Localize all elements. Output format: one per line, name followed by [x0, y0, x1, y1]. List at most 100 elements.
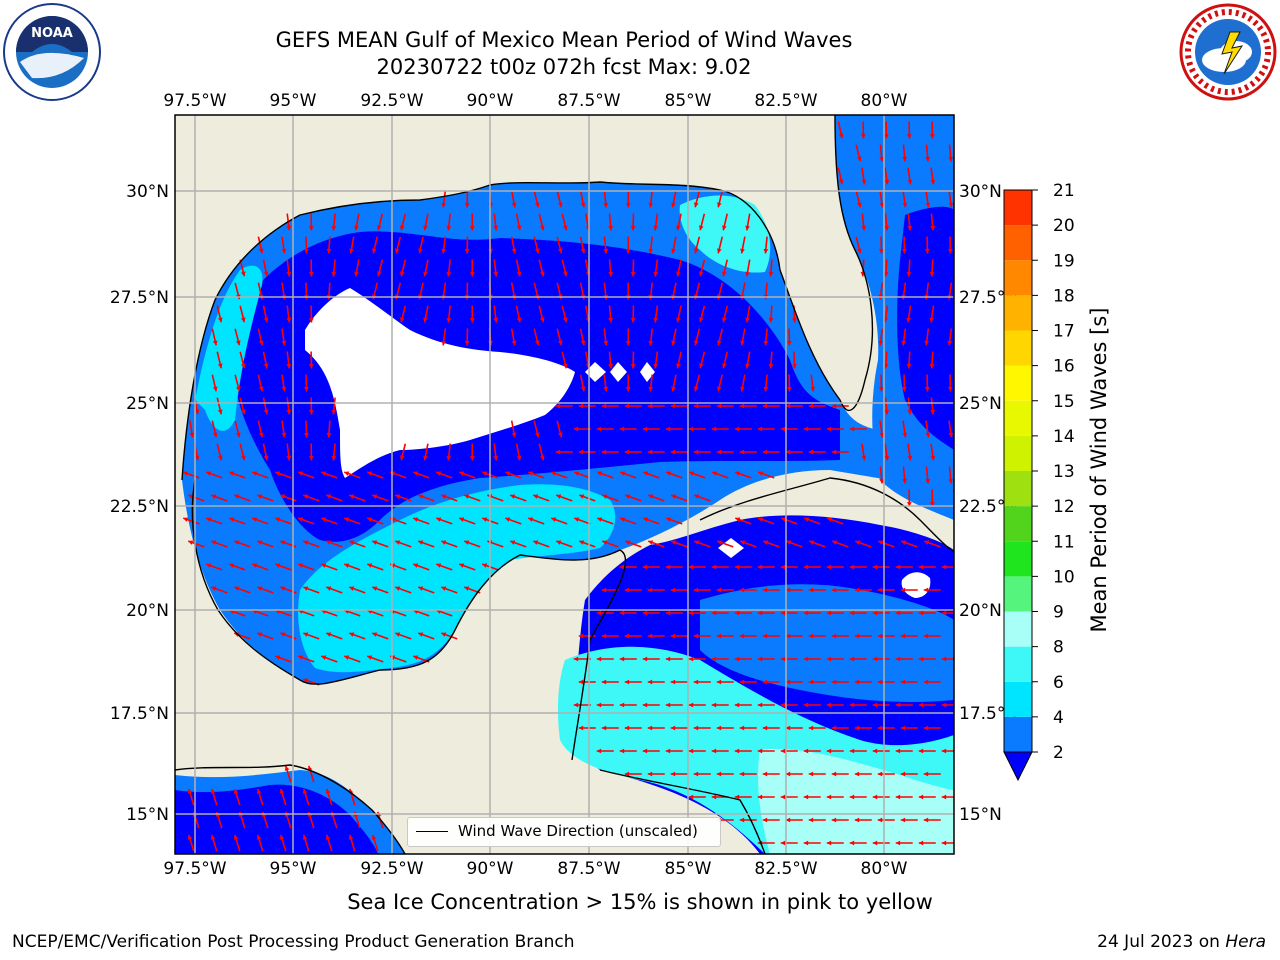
wave-arrow: [693, 679, 711, 685]
wave-arrow: [906, 121, 912, 139]
wave-arrow: [929, 489, 935, 507]
wave-arrow: [308, 213, 314, 231]
wave-arrow: [608, 305, 614, 323]
wave-arrow: [693, 587, 711, 593]
wave-arrow: [763, 328, 769, 346]
wave-arrow: [234, 540, 251, 548]
wave-arrow: [578, 725, 596, 731]
wave-arrow: [734, 426, 752, 432]
wave-arrow: [372, 494, 389, 502]
wave-arrow: [648, 374, 654, 392]
lon-tick-label: 92.5°W: [360, 91, 423, 111]
wave-arrow: [762, 679, 780, 685]
wave-arrow: [367, 563, 384, 571]
wave-arrow: [298, 655, 315, 663]
colorbar-tick-label: 2: [1053, 743, 1064, 763]
wave-arrow: [326, 236, 332, 254]
wave-arrow: [596, 656, 614, 662]
wave-arrow: [423, 443, 429, 461]
wave-arrow: [906, 489, 912, 507]
wave-arrow: [831, 587, 849, 593]
wave-arrow: [930, 443, 936, 461]
wave-arrow: [573, 702, 591, 708]
wave-arrow: [528, 471, 545, 479]
wave-arrow: [262, 259, 269, 277]
wave-arrow: [648, 236, 654, 254]
wave-arrow: [803, 748, 821, 754]
wave-arrow: [308, 305, 314, 323]
lat-tick-label: 30°N: [126, 182, 169, 202]
wave-arrow: [308, 259, 314, 277]
wave-arrow: [619, 426, 637, 432]
wave-arrow: [624, 725, 642, 731]
wave-arrow: [757, 564, 775, 570]
wave-arrow: [948, 144, 954, 162]
wave-arrow: [803, 840, 821, 846]
wave-arrow: [469, 259, 475, 277]
wave-arrow: [918, 656, 936, 662]
wave-arrow: [745, 259, 751, 277]
wave-arrow: [693, 449, 711, 455]
wave-arrow: [619, 564, 637, 570]
wave-arrow: [349, 236, 355, 254]
wave-arrow: [716, 633, 734, 639]
wave-arrow: [721, 351, 729, 369]
wave-arrow: [711, 748, 729, 754]
wave-arrow: [785, 817, 803, 823]
wave-arrow: [647, 633, 665, 639]
wave-arrow: [925, 144, 931, 162]
wave-arrow: [671, 328, 677, 346]
wave-arrow: [676, 259, 682, 277]
wave-arrow: [757, 426, 775, 432]
wave-arrow: [624, 679, 642, 685]
wave-arrow: [493, 213, 499, 231]
wave-arrow: [739, 817, 757, 823]
wave-arrow: [647, 449, 665, 455]
lat-tick-label: 20°N: [959, 601, 1002, 621]
wave-arrow: [304, 374, 309, 392]
lat-tick-label: 30°N: [959, 182, 1002, 202]
map-legend: Wind Wave Direction (unscaled): [407, 817, 721, 847]
missing-data-patch: [305, 288, 575, 478]
wave-arrow: [698, 305, 706, 323]
wave-arrow: [257, 494, 274, 502]
wave-arrow: [803, 564, 821, 570]
wave-arrow: [941, 840, 954, 846]
wave-arrow: [211, 328, 218, 346]
wave-arrow: [711, 702, 729, 708]
wave-arrow: [879, 190, 885, 208]
latitude-labels-left: 30°N 27.5°N 25°N 22.5°N 20°N 17.5°N 15°N: [110, 182, 169, 825]
colorbar-segment: [1004, 400, 1032, 436]
wave-arrow: [895, 702, 913, 708]
wave-arrow: [239, 305, 246, 323]
wave-arrow: [395, 540, 412, 548]
wave-arrow: [239, 351, 246, 369]
wave-arrow: [900, 725, 918, 731]
wave-arrow: [923, 633, 941, 639]
wave-arrow: [895, 748, 913, 754]
wave-arrow: [689, 471, 706, 479]
wave-arrow: [436, 563, 453, 571]
wave-arrow: [229, 471, 246, 479]
wave-arrow: [459, 563, 476, 571]
wave-arrow: [603, 236, 609, 254]
wave-arrow: [625, 494, 642, 502]
wave-arrow: [693, 190, 701, 208]
wave-arrow: [929, 351, 935, 369]
wave-arrow: [275, 471, 292, 479]
wave-arrow: [183, 517, 200, 525]
wave-arrow: [924, 374, 930, 392]
wave-arrow: [533, 236, 540, 254]
wave-arrow: [849, 840, 867, 846]
wave-arrow: [941, 564, 954, 570]
wave-arrow: [556, 236, 563, 254]
wave-arrow: [808, 587, 826, 593]
wave-arrow: [620, 517, 637, 525]
wave-arrow: [234, 328, 241, 346]
wave-arrow: [762, 449, 780, 455]
wave-arrow: [826, 748, 844, 754]
colorbar-tick-label: 14: [1053, 427, 1075, 447]
wave-arrow: [578, 679, 596, 685]
wave-arrow: [441, 540, 458, 548]
